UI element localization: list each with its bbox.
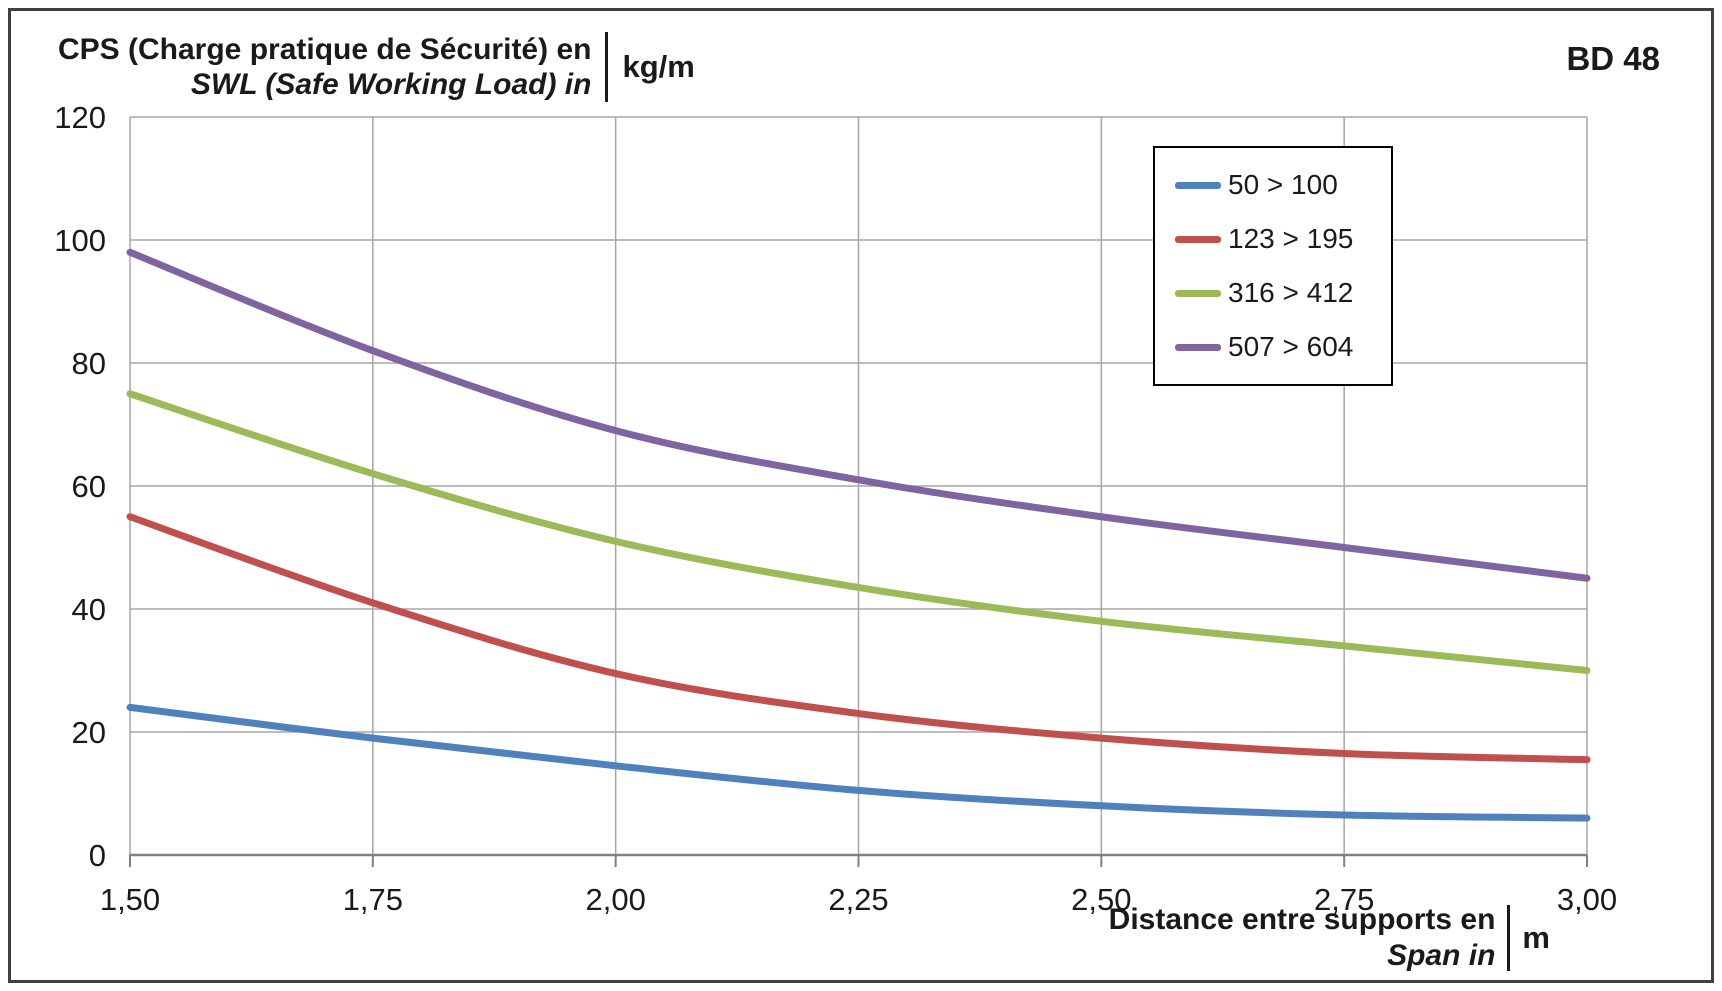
chart-title-line2: SWL (Safe Working Load) in xyxy=(190,68,592,102)
x-axis-unit: m xyxy=(1522,919,1550,955)
legend-label: 316 > 412 xyxy=(1228,277,1354,308)
y-tick-label: 60 xyxy=(72,469,106,504)
series-line-2 xyxy=(126,390,1591,674)
chart-title-text: CPS (Charge pratique de Sécurité) en SWL… xyxy=(58,32,591,103)
legend-item-0: 50 > 100 xyxy=(1155,158,1391,212)
y-tick-label: 80 xyxy=(72,346,106,381)
series-line-1 xyxy=(126,513,1591,764)
x-axis-label-line1: Distance entre supports en xyxy=(1108,903,1496,937)
legend-item-1: 123 > 195 xyxy=(1155,212,1391,266)
legend-label: 123 > 195 xyxy=(1228,223,1354,254)
chart-title: CPS (Charge pratique de Sécurité) en SWL… xyxy=(58,32,695,103)
legend-swatch xyxy=(1175,343,1221,351)
legend-swatch xyxy=(1175,235,1221,243)
x-tick-label: 2,75 xyxy=(1314,882,1374,917)
x-axis-label-divider xyxy=(1507,904,1511,971)
x-tick-label: 2,00 xyxy=(585,882,645,917)
x-tick-label: 2,25 xyxy=(828,882,888,917)
y-tick-label: 120 xyxy=(54,100,106,135)
legend-label: 50 > 100 xyxy=(1228,169,1338,200)
legend-swatch xyxy=(1175,289,1221,297)
y-axis-unit: kg/m xyxy=(622,49,695,85)
y-tick-label: 40 xyxy=(72,592,106,627)
legend-item-3: 507 > 604 xyxy=(1155,320,1391,374)
x-axis-label-text: Distance entre supports en Span in xyxy=(1109,902,1496,973)
x-tick-label: 2,50 xyxy=(1071,882,1131,917)
y-tick-label: 20 xyxy=(72,715,106,750)
series-line-0 xyxy=(126,703,1591,822)
x-axis-label-line2: Span in xyxy=(1387,938,1496,972)
legend: 50 > 100 123 > 195 316 > 412 507 > 604 xyxy=(1153,146,1393,386)
chart-frame xyxy=(8,8,1714,983)
x-tick-label: 3,00 xyxy=(1557,882,1617,917)
y-tick-label: 0 xyxy=(89,838,106,873)
series-line-3 xyxy=(126,248,1591,582)
chart-code-badge: BD 48 xyxy=(1566,40,1660,77)
legend-item-2: 316 > 412 xyxy=(1155,266,1391,320)
legend-label: 507 > 604 xyxy=(1228,331,1354,362)
chart-title-line1: CPS (Charge pratique de Sécurité) en xyxy=(58,33,592,66)
x-axis-label: Distance entre supports en Span in m xyxy=(1109,902,1550,973)
title-divider xyxy=(605,32,609,103)
x-tick-label: 1,75 xyxy=(343,882,403,917)
y-tick-label: 100 xyxy=(54,223,106,258)
x-tick-label: 1,50 xyxy=(100,882,160,917)
legend-swatch xyxy=(1175,181,1221,189)
